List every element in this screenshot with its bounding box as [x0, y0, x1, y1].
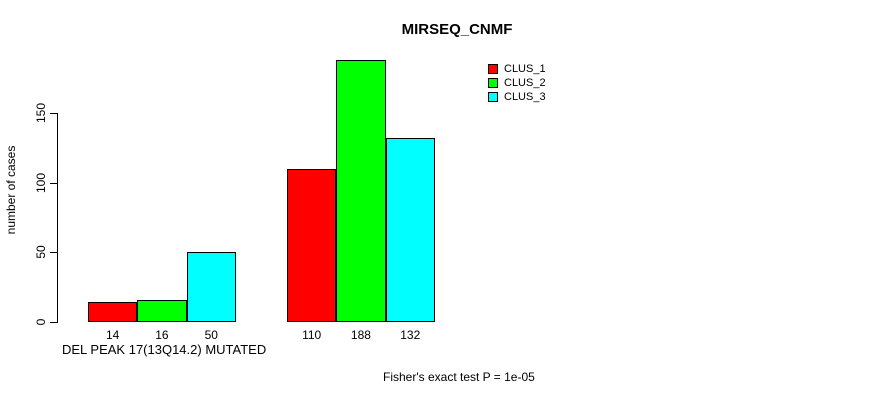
bar-value-label: 188: [350, 328, 371, 342]
legend-item-clus_2: CLUS_2: [488, 76, 546, 90]
bar-clus_3-group2: [385, 138, 435, 322]
legend-swatch-clus_2: [488, 78, 498, 88]
x-axis-label: DEL PEAK 17(13Q14.2) MUTATED: [62, 342, 267, 357]
y-axis-tick-label: 150: [34, 102, 48, 124]
bar-clus_3-group1: [186, 252, 236, 322]
y-axis-tick: [50, 113, 57, 114]
legend-label: CLUS_1: [504, 63, 546, 75]
y-axis-tick-label: 50: [34, 245, 48, 260]
bar-clus_2-group1: [137, 299, 187, 322]
chart-title: MIRSEQ_CNMF: [401, 21, 513, 38]
y-axis-tick: [50, 322, 57, 323]
y-axis-line: [57, 113, 58, 323]
legend: CLUS_1 CLUS_2 CLUS_3: [488, 62, 546, 104]
y-axis-tick-label: 0: [34, 318, 48, 326]
y-axis-label: number of cases: [4, 145, 18, 235]
bar-value-label: 110: [302, 328, 322, 342]
bar-clus_2-group2: [336, 60, 386, 322]
y-axis-tick: [50, 182, 57, 184]
bar-clus_1-group2: [287, 168, 337, 322]
legend-item-clus_3: CLUS_3: [488, 90, 546, 104]
y-axis-tick: [50, 252, 57, 254]
legend-swatch-clus_3: [488, 92, 498, 102]
legend-item-clus_1: CLUS_1: [488, 62, 546, 76]
y-axis-tick-label: 100: [34, 172, 48, 193]
bar-value-label: 50: [204, 328, 218, 342]
bar-value-label: 16: [155, 328, 169, 342]
legend-label: CLUS_3: [504, 91, 546, 103]
legend-label: CLUS_2: [504, 77, 546, 89]
annotation-text: Fisher's exact test P = 1e-05: [383, 370, 535, 384]
legend-swatch-clus_1: [488, 64, 498, 74]
bar-value-label: 14: [105, 328, 120, 342]
bar-value-label: 132: [400, 328, 421, 342]
bar-clus_1-group1: [88, 302, 138, 322]
